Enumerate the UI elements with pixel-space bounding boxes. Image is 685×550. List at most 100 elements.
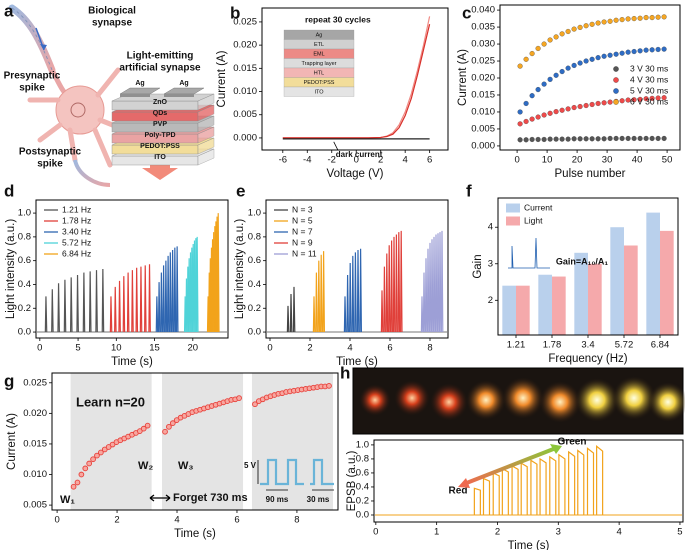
bar <box>538 274 552 335</box>
x-tick-label: 0 <box>37 343 42 354</box>
forget-arrow <box>149 494 171 502</box>
point <box>613 17 619 23</box>
x-tick-label: 4 <box>616 527 621 538</box>
pulse <box>160 272 163 333</box>
x-tick-label: 8 <box>427 343 432 354</box>
point <box>169 420 176 427</box>
annotation: repeat 30 cycles <box>305 14 371 24</box>
point <box>529 51 535 57</box>
pulse <box>217 213 220 333</box>
x-tick-label: 4 <box>403 155 408 166</box>
point <box>625 49 631 55</box>
point <box>565 136 571 142</box>
x-tick-label: 1 <box>434 527 439 538</box>
x-tick-label: 20 <box>188 343 199 354</box>
point <box>643 15 649 21</box>
x-tick-label: 20 <box>572 155 583 166</box>
diagram-label: artificial synapse <box>119 63 201 74</box>
point <box>589 136 595 142</box>
point <box>105 444 112 450</box>
electrode <box>163 87 205 95</box>
electrode-label: Ag <box>179 80 188 87</box>
pulse <box>434 234 438 333</box>
point <box>547 76 553 82</box>
legend-marker <box>613 77 619 83</box>
point <box>601 136 607 142</box>
point <box>637 48 643 54</box>
x-axis-title: Time (s) <box>336 356 378 368</box>
annotation: W₂ <box>138 460 153 472</box>
legend-label: 3 V 30 ms <box>630 63 668 73</box>
point <box>625 97 631 103</box>
point <box>607 135 613 142</box>
y-tick-label: 0.6 <box>18 255 31 266</box>
point <box>98 449 104 456</box>
point <box>619 17 625 23</box>
x-tick-label: -6 <box>279 155 287 166</box>
legend-label: N = 7 <box>292 226 313 236</box>
point <box>589 101 595 108</box>
pulse <box>424 258 428 333</box>
y-tick-label: 0.8 <box>248 231 261 242</box>
y-tick-label: 0.035 <box>471 22 495 33</box>
x-axis-title: Time (s) <box>111 356 153 368</box>
point <box>553 34 559 40</box>
pulse <box>400 230 403 333</box>
y-tick-label: 2 <box>488 295 493 306</box>
annotation: W₁ <box>60 494 75 506</box>
point <box>595 136 601 142</box>
pulse <box>76 274 79 333</box>
x-tick-label: 4 <box>174 515 179 526</box>
pulse <box>144 265 147 333</box>
pulse <box>82 272 86 333</box>
plot-frame <box>265 199 449 339</box>
y-tick-label: 0.4 <box>18 279 31 290</box>
point <box>577 24 583 30</box>
electrode-label: Ag <box>135 80 144 87</box>
point <box>90 456 96 463</box>
annotation: Green <box>558 437 587 448</box>
point <box>649 135 655 142</box>
x-tick-label: 10 <box>542 155 553 166</box>
panel-letter: d <box>4 181 14 200</box>
pulse <box>420 296 424 333</box>
pulse <box>63 279 67 333</box>
layer-side <box>197 137 215 155</box>
diagram-label: spike <box>19 83 45 94</box>
pulse <box>175 246 179 333</box>
point <box>553 72 559 78</box>
point <box>173 417 180 423</box>
x-tick-label: 6 <box>427 155 432 166</box>
x-tick-label: 5 <box>677 527 682 538</box>
pulse <box>343 296 347 333</box>
legend-label: Current <box>524 202 553 212</box>
point <box>529 116 535 122</box>
diagram-label: synapse <box>92 18 132 29</box>
pulse <box>173 247 177 333</box>
point <box>583 58 589 64</box>
y-tick-label: 0.4 <box>356 481 369 492</box>
point <box>529 93 535 99</box>
annotation: 90 ms <box>266 495 289 504</box>
point <box>571 26 577 32</box>
point <box>571 136 577 142</box>
y-tick-label: 0.8 <box>356 453 369 464</box>
point <box>637 135 643 142</box>
point <box>535 87 541 93</box>
pulse <box>549 455 557 515</box>
pulse <box>169 252 172 333</box>
panel-letter: f <box>466 181 472 200</box>
plot-frame <box>373 439 684 523</box>
pulse <box>436 233 440 333</box>
inset-layer-label: PEDOT:PSS <box>304 80 335 86</box>
layer-side <box>197 126 215 144</box>
point <box>649 47 655 53</box>
pulse <box>157 282 161 333</box>
x-tick-label: 10 <box>111 343 122 354</box>
legend-label: 3.40 Hz <box>62 226 91 236</box>
layer-side <box>197 93 215 111</box>
pulse <box>520 462 528 515</box>
layer-side <box>197 104 215 122</box>
device-stack: ITO PEDOT:PSS Poly-TPD PVP QDs ZnO Ag Ag <box>111 80 215 166</box>
layer-label: ITO <box>154 154 166 161</box>
